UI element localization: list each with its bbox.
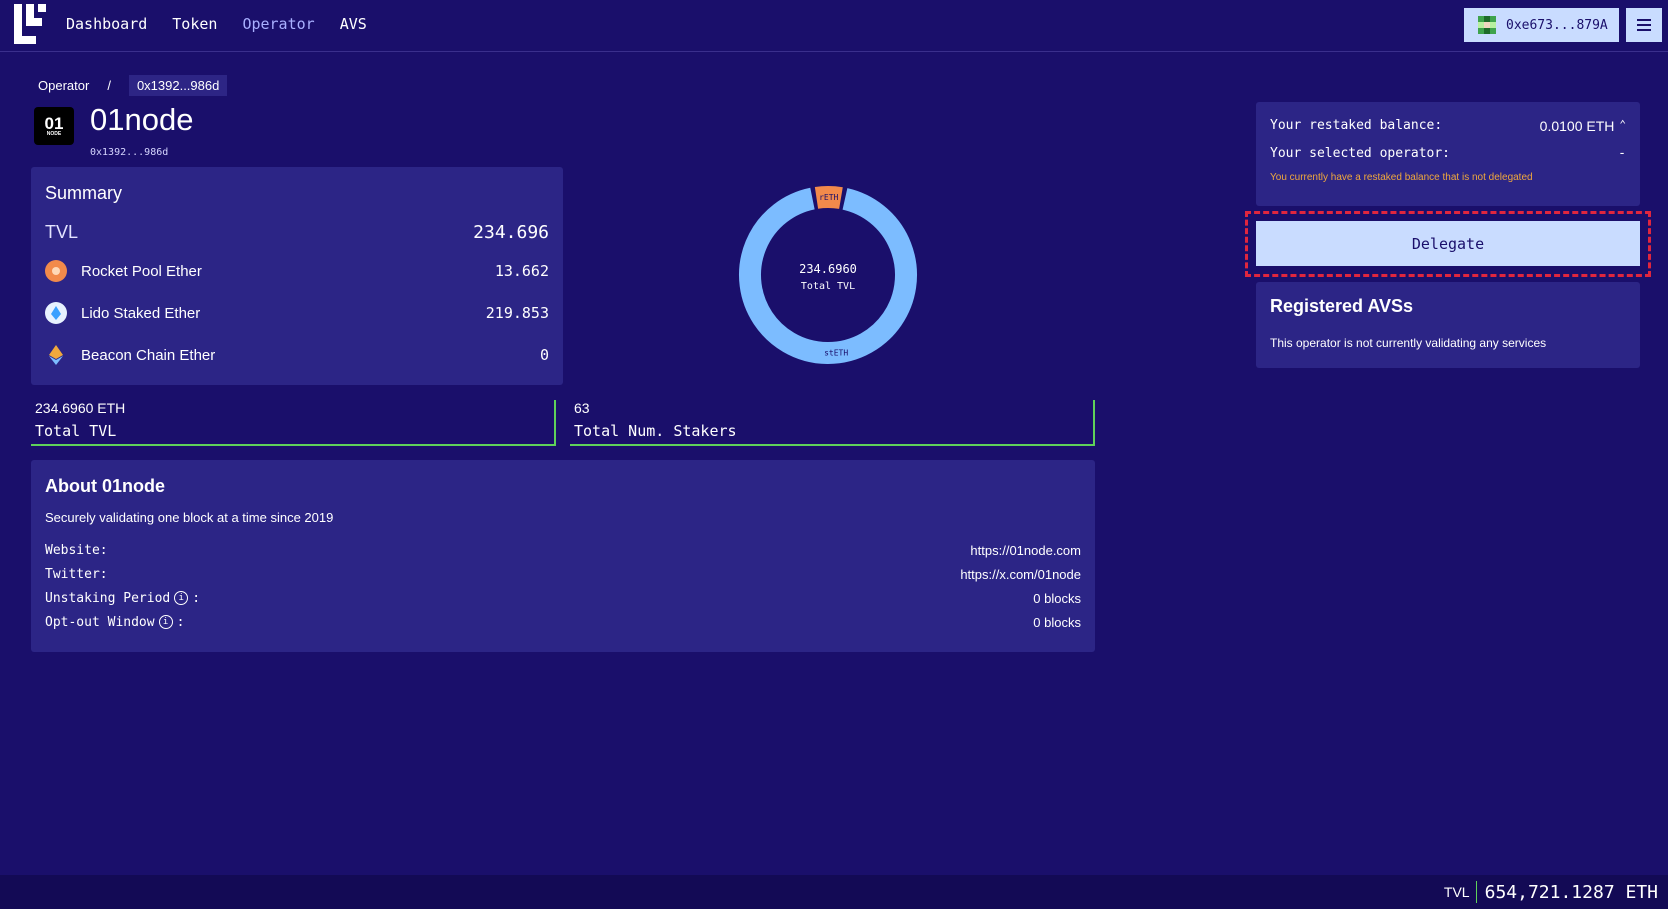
footer-separator [1475,881,1477,903]
about-description: Securely validating one block at a time … [45,510,334,525]
delegate-highlight [1245,211,1651,277]
info-key-suffix: : [192,590,201,606]
donut-label-stETH: stETH [824,349,848,358]
top-navbar: Dashboard Token Operator AVS 0xe673...87… [0,0,1668,52]
asset-value: 13.662 [494,262,549,280]
restaked-balance-row: Your restaked balance: 0.0100 ETH ⌃ [1270,118,1626,134]
operator-label: Your selected operator: [1270,146,1451,161]
nav-dashboard[interactable]: Dashboard [66,15,148,33]
website-link[interactable]: https://01node.com [970,542,1081,558]
stat-total-stakers: 63 Total Num. Stakers [570,400,1095,446]
avs-message: This operator is not currently validatin… [1270,336,1547,350]
registered-avs-card: Registered AVSs This operator is not cur… [1256,282,1640,368]
asset-row: Lido Staked Ether 219.853 [45,301,549,325]
stat-value: 63 [574,400,590,416]
restaked-value[interactable]: 0.0100 ETH [1539,118,1615,134]
avs-title: Registered AVSs [1270,296,1414,316]
selected-operator-row: Your selected operator: - [1270,146,1626,161]
eigenlayer-logo[interactable] [14,4,48,44]
donut-slice-stETH [739,187,917,364]
info-value: 0 blocks [1033,614,1081,630]
asset-name: Rocket Pool Ether [81,262,202,280]
operator-address: 0x1392...986d [90,147,169,158]
nav-avs[interactable]: AVS [339,15,367,33]
footer-tvl-value: 654,721.1287 ETH [1484,881,1658,903]
info-row-website: Website: https://01node.com [45,541,1081,559]
info-row-optout: Opt-out Window i : 0 blocks [45,613,1081,631]
tvl-donut-chart: 234.6960 Total TVL rETH stETH [739,186,917,364]
stat-total-tvl: 234.6960 ETH Total TVL [31,400,556,446]
nav-operator[interactable]: Operator [242,15,315,33]
donut-center-value: 234.6960 [799,262,857,276]
nav-token[interactable]: Token [172,15,218,33]
operator-name: 01node [90,102,194,137]
info-row-twitter: Twitter: https://x.com/01node [45,565,1081,583]
balance-card: Your restaked balance: 0.0100 ETH ⌃ Your… [1256,102,1640,206]
info-key: Twitter: [45,566,108,582]
info-key: Opt-out Window [45,614,155,630]
balance-warning: You currently have a restaked balance th… [1270,172,1533,183]
stat-value: 234.6960 ETH [35,400,126,416]
rocket-pool-icon [45,260,67,282]
hamburger-icon[interactable] [1626,8,1662,42]
wallet-avatar-icon [1478,16,1496,34]
footer-tvl-label: TVL [1443,884,1470,900]
chevron-up-icon[interactable]: ⌃ [1619,118,1626,131]
info-value: 0 blocks [1033,590,1081,606]
breadcrumb-current: 0x1392...986d [128,75,228,96]
info-key-suffix: : [176,614,185,630]
info-row-unstaking: Unstaking Period i : 0 blocks [45,589,1081,607]
info-key: Unstaking Period [45,590,171,606]
eth-icon [45,344,67,366]
info-icon[interactable]: i [158,615,173,629]
operator-logo: 01 NODE [34,107,74,145]
asset-name: Beacon Chain Ether [81,346,216,364]
asset-value: 0 [539,346,549,364]
asset-row: Rocket Pool Ether 13.662 [45,259,549,283]
stat-label: Total Num. Stakers [574,422,737,440]
footer-tvl-bar: TVL 654,721.1287 ETH [0,875,1668,909]
breadcrumb: Operator / 0x1392...986d [38,75,228,96]
info-key: Website: [45,542,108,558]
lido-icon [45,302,67,324]
delegate-button[interactable]: Delegate [1256,221,1640,266]
tvl-label: TVL [45,222,79,242]
wallet-button[interactable]: 0xe673...879A [1464,8,1619,42]
breadcrumb-separator: / [107,78,111,93]
about-title: About 01node [45,476,165,496]
asset-value: 219.853 [485,304,549,322]
tvl-value: 234.696 [473,222,549,243]
summary-card: Summary TVL 234.696 Rocket Pool Ether 13… [31,167,563,385]
twitter-link[interactable]: https://x.com/01node [960,566,1081,582]
about-card: About 01node Securely validating one blo… [31,460,1095,652]
operator-value: - [1618,146,1626,161]
main-nav: Dashboard Token Operator AVS [66,15,392,33]
donut-slice-rETH [814,186,843,209]
asset-name: Lido Staked Ether [81,304,201,322]
asset-row: Beacon Chain Ether 0 [45,343,549,367]
donut-label-rETH: rETH [819,193,838,202]
restaked-label: Your restaked balance: [1270,118,1443,133]
donut-center-label: Total TVL [801,281,855,292]
stat-label: Total TVL [35,422,117,440]
summary-title: Summary [45,183,123,203]
wallet-address: 0xe673...879A [1506,17,1608,33]
info-icon[interactable]: i [174,591,189,605]
breadcrumb-operator[interactable]: Operator [38,78,90,93]
